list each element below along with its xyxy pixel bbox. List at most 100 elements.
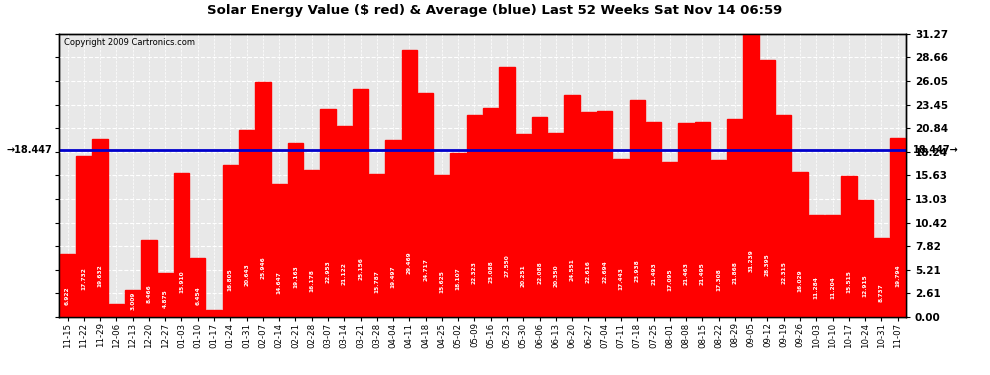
Bar: [435, 176, 449, 317]
Text: 24.551: 24.551: [569, 258, 574, 281]
Text: 18.107: 18.107: [455, 267, 460, 290]
Text: 19.497: 19.497: [391, 265, 396, 288]
Text: 20.251: 20.251: [521, 264, 526, 286]
Text: 25.156: 25.156: [358, 257, 363, 280]
Text: 16.178: 16.178: [309, 269, 314, 292]
Text: Solar Energy Value ($ red) & Average (blue) Last 52 Weeks Sat Nov 14 06:59: Solar Energy Value ($ red) & Average (bl…: [207, 4, 783, 17]
Bar: [255, 82, 270, 317]
Text: 17.095: 17.095: [667, 268, 672, 291]
Text: 17.732: 17.732: [81, 267, 86, 290]
Text: 19.632: 19.632: [98, 265, 103, 288]
Bar: [857, 200, 873, 317]
Bar: [466, 115, 482, 317]
Bar: [418, 93, 434, 317]
Text: 22.616: 22.616: [586, 261, 591, 284]
Text: 20.643: 20.643: [245, 263, 249, 286]
Text: 16.029: 16.029: [798, 270, 803, 292]
Text: 28.395: 28.395: [765, 253, 770, 276]
Text: 21.868: 21.868: [733, 262, 738, 285]
Bar: [174, 173, 189, 317]
Text: 25.946: 25.946: [260, 256, 265, 279]
Text: 15.787: 15.787: [374, 270, 379, 293]
Bar: [76, 156, 91, 317]
Bar: [271, 184, 287, 317]
Text: 6.922: 6.922: [65, 286, 70, 305]
Bar: [532, 117, 547, 317]
Bar: [352, 89, 368, 317]
Text: 23.938: 23.938: [635, 259, 640, 282]
Text: 22.323: 22.323: [472, 261, 477, 284]
Bar: [239, 130, 254, 317]
Text: 21.495: 21.495: [700, 262, 705, 285]
Bar: [304, 170, 320, 317]
Text: 4.875: 4.875: [162, 289, 167, 308]
Text: 6.454: 6.454: [195, 286, 200, 305]
Text: 17.443: 17.443: [619, 268, 624, 291]
Text: 16.805: 16.805: [228, 268, 233, 291]
Bar: [369, 174, 384, 317]
Bar: [645, 122, 661, 317]
Bar: [59, 254, 75, 317]
Bar: [190, 258, 206, 317]
Bar: [842, 176, 856, 317]
Bar: [743, 34, 759, 317]
Bar: [776, 115, 791, 317]
Bar: [695, 122, 710, 317]
Bar: [874, 238, 889, 317]
Text: 3.009: 3.009: [130, 292, 136, 310]
Bar: [288, 143, 303, 317]
Text: →18.447: →18.447: [7, 145, 52, 155]
Bar: [678, 123, 694, 317]
Bar: [402, 50, 417, 317]
Text: 27.550: 27.550: [505, 254, 510, 277]
Bar: [142, 240, 156, 317]
Text: 12.915: 12.915: [862, 274, 867, 297]
Bar: [125, 290, 141, 317]
Bar: [450, 153, 466, 317]
Text: 20.350: 20.350: [553, 264, 558, 286]
Bar: [613, 159, 629, 317]
Text: 31.239: 31.239: [748, 249, 753, 272]
Bar: [597, 111, 613, 317]
Bar: [320, 109, 336, 317]
Text: 29.469: 29.469: [407, 252, 412, 274]
Text: 19.794: 19.794: [895, 265, 900, 287]
Text: 11.284: 11.284: [814, 276, 819, 299]
Text: 22.953: 22.953: [326, 260, 331, 283]
Bar: [728, 119, 742, 317]
Bar: [516, 134, 531, 317]
Bar: [483, 108, 499, 317]
Text: 24.717: 24.717: [423, 258, 428, 280]
Text: 11.204: 11.204: [830, 276, 836, 299]
Bar: [711, 160, 727, 317]
Bar: [792, 172, 808, 317]
Bar: [499, 68, 515, 317]
Text: 15.910: 15.910: [179, 270, 184, 292]
Bar: [630, 100, 645, 317]
Text: 21.463: 21.463: [684, 262, 689, 285]
Bar: [809, 215, 824, 317]
Bar: [662, 162, 677, 317]
Bar: [385, 140, 401, 317]
Bar: [92, 139, 108, 317]
Bar: [109, 304, 124, 317]
Bar: [825, 215, 841, 317]
Bar: [564, 94, 580, 317]
Text: 19.163: 19.163: [293, 266, 298, 288]
Text: 22.315: 22.315: [781, 261, 786, 284]
Bar: [206, 310, 222, 317]
Bar: [548, 133, 563, 317]
Bar: [890, 138, 906, 317]
Bar: [581, 112, 596, 317]
Bar: [223, 165, 238, 317]
Text: 15.515: 15.515: [846, 270, 851, 293]
Bar: [157, 273, 173, 317]
Text: 21.122: 21.122: [342, 262, 346, 285]
Text: 21.493: 21.493: [651, 262, 656, 285]
Text: 17.308: 17.308: [716, 268, 721, 291]
Text: Copyright 2009 Cartronics.com: Copyright 2009 Cartronics.com: [63, 38, 195, 47]
Text: 14.647: 14.647: [276, 272, 281, 294]
Text: 22.088: 22.088: [538, 261, 543, 284]
Text: 22.694: 22.694: [602, 261, 607, 284]
Text: 23.088: 23.088: [488, 260, 493, 283]
